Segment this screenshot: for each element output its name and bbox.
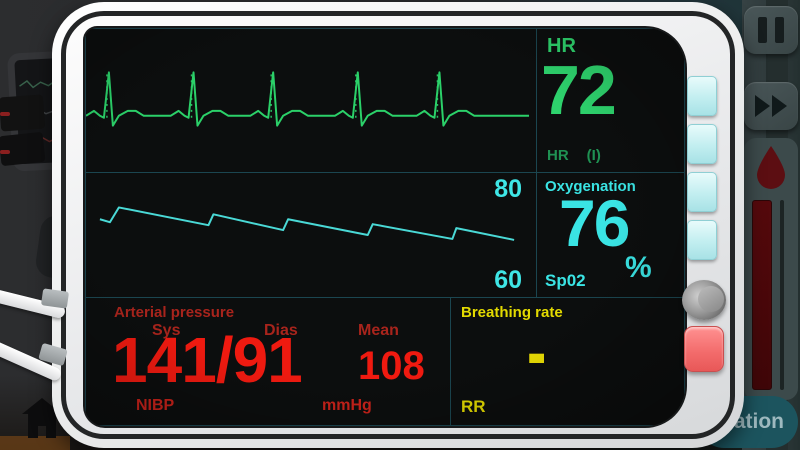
background-floor-strip <box>0 436 70 450</box>
pleth-trace <box>99 206 515 241</box>
hr-title: HR <box>547 35 576 57</box>
blood-volume-gauge <box>744 138 798 400</box>
arterial-pressure-panel: Arterial pressure Sys Dias Mean 141/91 1… <box>85 297 451 426</box>
breathing-rate-title: Breathing rate <box>461 304 563 321</box>
oxygenation-title: Oxygenation <box>545 178 636 195</box>
control-knob[interactable] <box>682 280 726 320</box>
monitor-soft-key-4[interactable] <box>687 220 717 260</box>
pause-button[interactable] <box>744 6 798 54</box>
blood-gauge-track <box>780 200 784 390</box>
fast-forward-icon <box>755 95 770 117</box>
breathing-rate-panel: Breathing rate - RR <box>450 297 685 426</box>
sys-value: 141 <box>112 324 217 396</box>
dias-value: 91 <box>232 324 303 396</box>
rr-label: RR <box>461 397 486 416</box>
hr-value: 72 <box>541 51 617 129</box>
pause-icon <box>775 17 784 43</box>
blood-drop-icon <box>757 146 785 189</box>
monitor-soft-key-2[interactable] <box>687 124 717 164</box>
control-knob-cap <box>698 286 724 312</box>
pause-icon <box>758 17 767 43</box>
hr-lead-label-right: (I) <box>586 147 601 164</box>
background-connector-block <box>0 131 46 167</box>
bp-slash: / <box>215 324 234 396</box>
mean-value: 108 <box>358 344 425 388</box>
oxygenation-panel: Oxygenation 76 % Sp02 <box>536 172 685 298</box>
fast-forward-icon <box>772 95 787 117</box>
mean-label: Mean <box>358 322 399 339</box>
pleth-waveform <box>99 206 515 241</box>
home-icon <box>22 398 62 438</box>
monitor-soft-key-1[interactable] <box>687 76 717 116</box>
monitor-soft-key-3[interactable] <box>687 172 717 212</box>
pleth-scale-top: 80 <box>494 175 522 203</box>
breathing-rate-value: - <box>527 308 547 397</box>
nibp-label: NIBP <box>136 397 175 414</box>
fast-forward-button[interactable] <box>744 82 798 130</box>
blood-level-bar <box>752 200 772 390</box>
hr-lead-label-left: HR <box>547 147 569 164</box>
home-button[interactable] <box>18 394 66 442</box>
dias-label: Dias <box>264 322 298 339</box>
spo2-label: Sp02 <box>545 271 586 290</box>
mmhg-unit-label: mmHg <box>322 397 372 414</box>
pleth-panel: 80 60 <box>85 172 537 298</box>
monitor-red-button[interactable] <box>684 326 724 372</box>
background-connector-light <box>0 150 10 154</box>
ecg-panel <box>85 28 537 173</box>
hr-lead-label: HR (I) <box>547 147 601 164</box>
percent-sign: % <box>625 251 652 284</box>
sys-label: Sys <box>152 322 181 339</box>
hr-panel: HR 72 HR (I) <box>536 28 685 173</box>
ecg-waveform <box>86 71 530 127</box>
patient-monitor: 80 60 HR 72 HR (I) Oxygenation 76 % Sp02 … <box>52 2 744 448</box>
monitor-screen: 80 60 HR 72 HR (I) Oxygenation 76 % Sp02 … <box>85 28 685 426</box>
ecg-trace <box>86 71 530 127</box>
arterial-pressure-title: Arterial pressure <box>114 304 235 321</box>
background-connector-light <box>0 112 10 116</box>
cable-connector <box>40 288 70 309</box>
pleth-scale-bottom: 60 <box>494 266 522 294</box>
spo2-value: 76 <box>559 186 630 260</box>
bp-value: 141/91 <box>112 328 303 392</box>
